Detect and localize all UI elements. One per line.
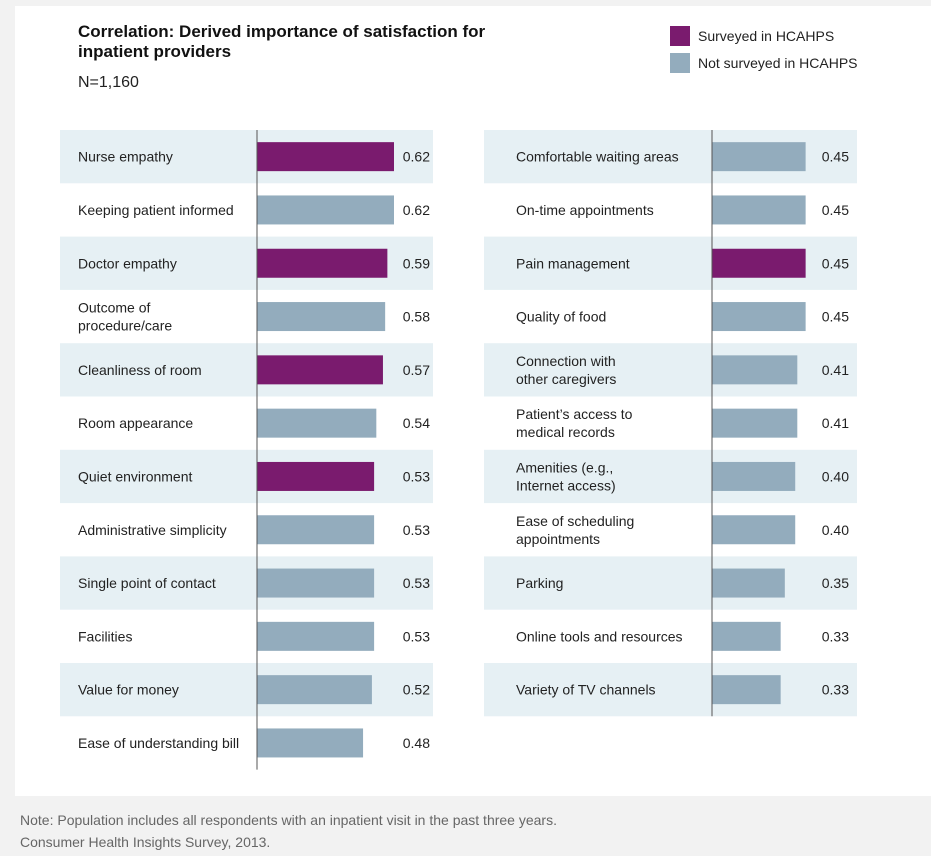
left-bar xyxy=(257,408,377,438)
right-category-label: Online tools and resources xyxy=(516,628,683,644)
left-value-label: 0.62 xyxy=(403,202,430,218)
right-bar xyxy=(712,142,806,172)
right-panel: Comfortable waiting areas 0.45 On-time app… xyxy=(484,130,857,717)
left-panel: Nurse empathy 0.62 Keeping patient informe… xyxy=(60,130,433,770)
right-category-label: Amenities (e.g., Internet access) xyxy=(516,459,616,493)
left-bar xyxy=(257,142,394,172)
left-value-label: 0.58 xyxy=(403,309,430,325)
left-value-label: 0.53 xyxy=(403,522,430,538)
footnote: Note: Population includes all respondent… xyxy=(20,812,557,828)
right-bar xyxy=(712,461,796,491)
right-bar xyxy=(712,621,781,651)
right-row-band xyxy=(484,343,857,397)
left-bar xyxy=(257,621,375,651)
right-category-label: On-time appointments xyxy=(516,202,654,218)
left-category-label: Quiet environment xyxy=(78,468,193,484)
right-category-label: Quality of food xyxy=(516,309,606,325)
left-category-label: Cleanliness of room xyxy=(78,362,202,378)
legend-swatch-surveyed xyxy=(670,26,690,46)
legend-label-surveyed: Surveyed in HCAHPS xyxy=(698,28,835,44)
right-bar xyxy=(712,195,806,225)
left-category-label: Single point of contact xyxy=(78,575,216,591)
source-note: Consumer Health Insights Survey, 2013. xyxy=(20,834,271,850)
right-bar xyxy=(712,248,806,278)
right-category-label: Patient’s access to medical records xyxy=(516,406,633,440)
left-bar xyxy=(257,515,375,545)
left-value-label: 0.59 xyxy=(403,255,430,271)
left-bar xyxy=(257,675,372,705)
right-bar xyxy=(712,355,798,385)
right-category-label: Comfortable waiting areas xyxy=(516,149,679,165)
right-category-label: Variety of TV channels xyxy=(516,682,656,698)
left-bar xyxy=(257,302,386,332)
left-bar xyxy=(257,568,375,598)
right-row-band xyxy=(484,556,857,610)
right-value-label: 0.40 xyxy=(822,468,849,484)
right-bar xyxy=(712,302,806,332)
left-value-label: 0.57 xyxy=(403,362,430,378)
bar-chart: Nurse empathy 0.62 Keeping patient informe… xyxy=(60,130,857,770)
right-category-label: Parking xyxy=(516,575,563,591)
chart-title: Correlation: Derived importance of satis… xyxy=(78,22,486,61)
right-row-band xyxy=(484,449,857,504)
right-category-label: Connection with other caregivers xyxy=(516,353,616,387)
right-value-label: 0.35 xyxy=(822,575,849,591)
right-value-label: 0.40 xyxy=(822,522,849,538)
left-bar xyxy=(257,355,383,385)
right-category-label: Ease of scheduling appointments xyxy=(516,513,634,547)
left-category-label: Ease of understanding bill xyxy=(78,735,239,751)
right-bar xyxy=(712,568,785,598)
left-value-label: 0.62 xyxy=(403,149,430,165)
right-value-label: 0.41 xyxy=(822,362,849,378)
left-value-label: 0.53 xyxy=(403,468,430,484)
right-value-label: 0.45 xyxy=(822,309,849,325)
left-value-label: 0.54 xyxy=(403,415,430,431)
legend-label-not-surveyed: Not surveyed in HCAHPS xyxy=(698,55,858,71)
left-bar xyxy=(257,195,394,225)
right-value-label: 0.33 xyxy=(822,628,849,644)
left-category-label: Room appearance xyxy=(78,415,193,431)
right-bar xyxy=(712,408,798,438)
right-value-label: 0.45 xyxy=(822,202,849,218)
left-value-label: 0.53 xyxy=(403,628,430,644)
right-row-band xyxy=(484,663,857,717)
left-category-label: Nurse empathy xyxy=(78,149,173,165)
right-value-label: 0.45 xyxy=(822,255,849,271)
left-category-label: Facilities xyxy=(78,628,132,644)
legend-swatch-not-surveyed xyxy=(670,53,690,73)
left-category-label: Outcome of procedure/care xyxy=(78,300,172,334)
left-category-label: Keeping patient informed xyxy=(78,202,234,218)
left-category-label: Value for money xyxy=(78,682,179,698)
left-bar xyxy=(257,728,364,758)
right-bar xyxy=(712,675,781,705)
left-bar xyxy=(257,248,388,278)
right-value-label: 0.33 xyxy=(822,682,849,698)
left-category-label: Doctor empathy xyxy=(78,255,177,271)
left-bar xyxy=(257,461,375,491)
right-value-label: 0.45 xyxy=(822,149,849,165)
left-value-label: 0.48 xyxy=(403,735,430,751)
left-value-label: 0.53 xyxy=(403,575,430,591)
right-bar xyxy=(712,515,796,545)
right-category-label: Pain management xyxy=(516,255,630,271)
left-category-label: Administrative simplicity xyxy=(78,522,227,538)
right-value-label: 0.41 xyxy=(822,415,849,431)
chart-subtitle: N=1,160 xyxy=(78,74,139,91)
left-value-label: 0.52 xyxy=(403,682,430,698)
